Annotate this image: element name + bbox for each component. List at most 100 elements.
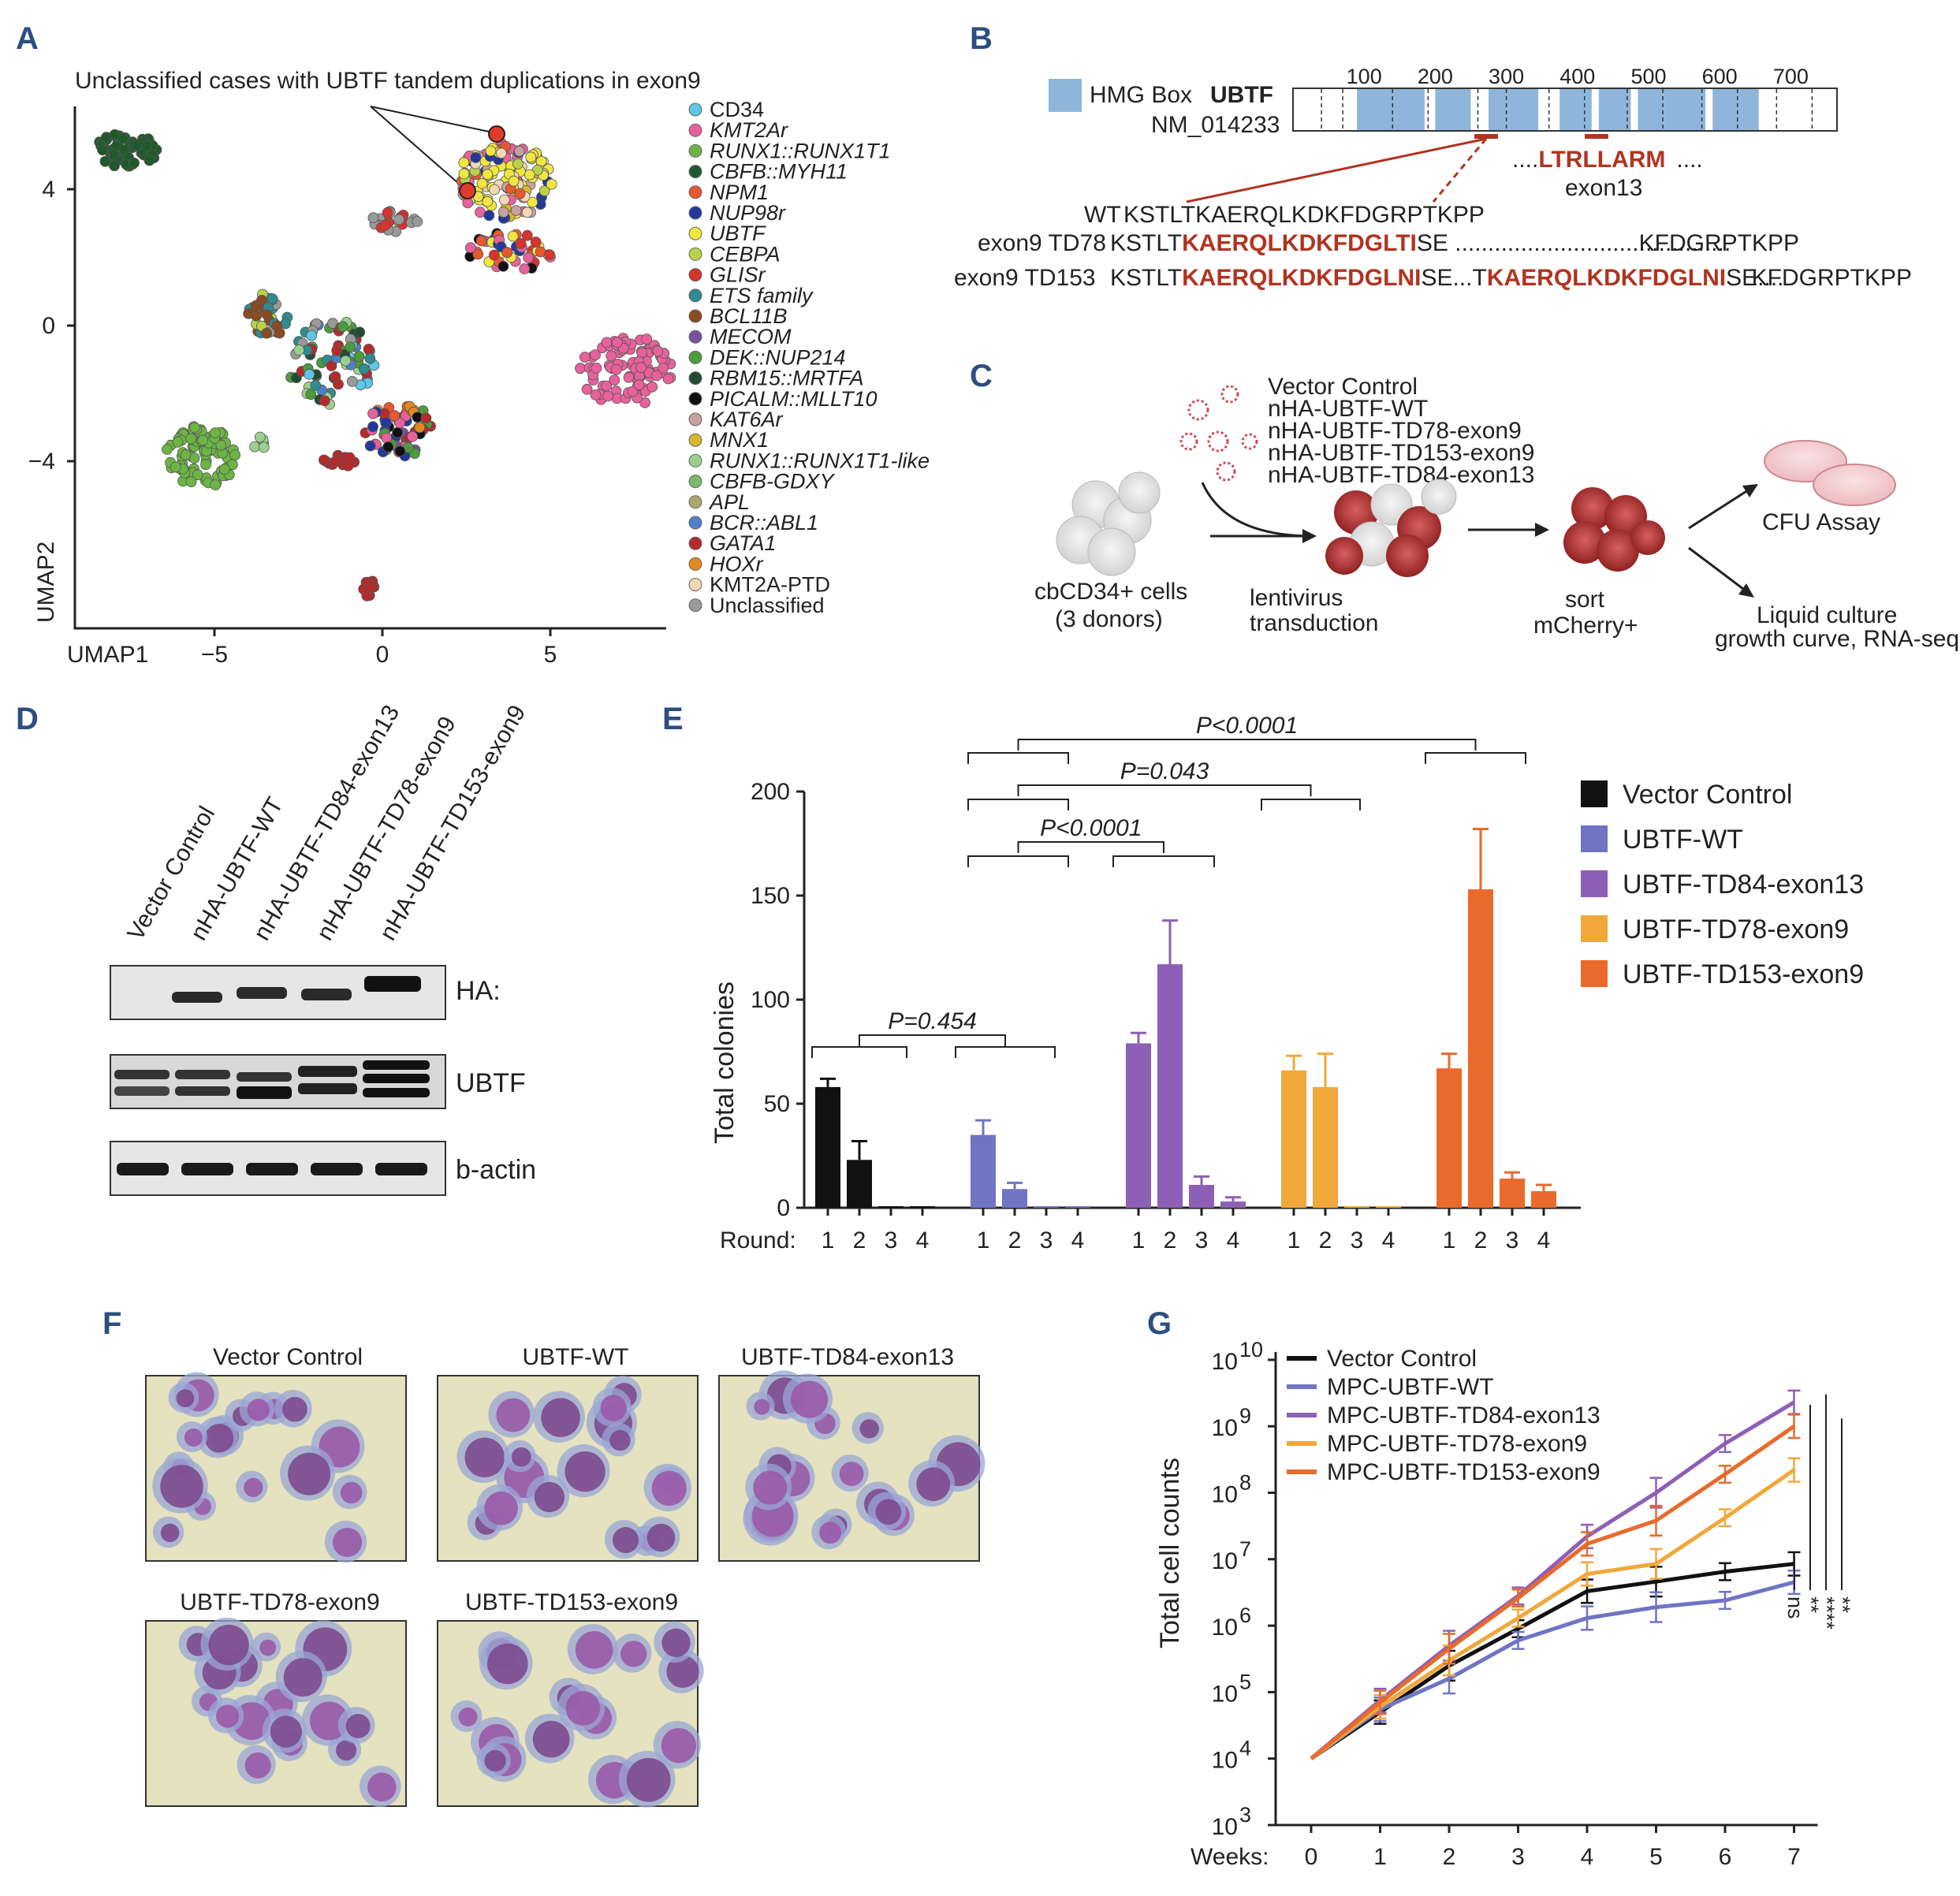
cell-nucleus (282, 1396, 307, 1422)
legend-swatch (688, 557, 702, 571)
ytick-label: 10 (1212, 1482, 1238, 1508)
umap-dot (185, 433, 197, 445)
legend-label: MNX1 (710, 428, 769, 452)
umap-dot (527, 196, 538, 208)
legend-swatch (688, 516, 702, 530)
legend-swatch (688, 598, 702, 613)
umap-ylabel: UMAP2 (33, 542, 59, 623)
cell-nucleus (575, 1631, 613, 1669)
umap-dot (330, 371, 341, 382)
infection-arrow (1201, 482, 1313, 538)
bar (1531, 1190, 1556, 1208)
xtick-label: 4 (1382, 1227, 1395, 1253)
legend-swatch (688, 350, 702, 364)
umap-dot (305, 389, 317, 400)
umap-dot (215, 439, 227, 451)
cell-nucleus (464, 1437, 505, 1477)
bracket (967, 799, 1069, 810)
legend-swatch (688, 102, 702, 117)
cell-nucleus (661, 1628, 691, 1657)
cell-nucleus (609, 1429, 631, 1451)
panel-d: D Vector Control nHA-UBTF-WT nHA-UBTF-TD… (16, 701, 536, 1196)
umap-dot (210, 479, 222, 490)
protein-tick-label: 400 (1559, 65, 1595, 88)
legend-label: RBM15::MRTFA (710, 367, 864, 390)
exon13-tail: .... (1676, 147, 1702, 173)
umap-dot (507, 230, 519, 242)
blot-label: UBTF (456, 1068, 526, 1098)
legend-label: MPC-UBTF-TD78-exon9 (1327, 1431, 1587, 1457)
cell-nucleus (160, 1523, 180, 1543)
umap-dot (382, 207, 393, 218)
legend-swatch (688, 412, 702, 427)
cell-nucleus (651, 1470, 687, 1507)
cell-nucleus (661, 1727, 697, 1764)
blot-label: b-actin (456, 1155, 536, 1185)
legend-label: CBFB::MYH11 (710, 160, 848, 184)
umap-dot (319, 395, 330, 407)
cell-nucleus (244, 1477, 263, 1497)
cell-nucleus (859, 1419, 879, 1439)
cell-nucleus (565, 1690, 601, 1726)
ytick-label: 10 (1212, 1415, 1238, 1441)
umap-dot (544, 249, 555, 261)
legend-swatch (688, 185, 702, 199)
protein-tick-label: 200 (1418, 65, 1453, 88)
cell-nucleus (839, 1462, 864, 1486)
umap-xtick-label: 0 (376, 642, 389, 668)
td153-sequence: KSTLTKAERQLKDKFDGLNISE...TKAERQLKDKFDGLN… (1110, 265, 1783, 291)
xtick-label: 3 (1195, 1227, 1209, 1253)
hmg-box-domain (1357, 89, 1425, 130)
bracket (1261, 799, 1361, 810)
umap-dot (367, 408, 379, 419)
g-xlabel: Weeks: (1191, 1844, 1269, 1870)
panel-label-e: E (662, 702, 684, 736)
umap-ytick-label: 4 (42, 177, 55, 203)
td153-dup2: KAERQLKDKFDGLNI (1487, 265, 1726, 291)
legend-label: ETS family (710, 284, 814, 307)
petri-dish-icon (1764, 440, 1896, 506)
legend-label: MPC-UBTF-TD84-exon13 (1327, 1402, 1600, 1429)
td78-end: KFDGRPTKPP (1639, 230, 1799, 256)
construct-label: Vector Control (1268, 374, 1418, 400)
umap-dot (192, 469, 203, 481)
cell-nucleus (754, 1399, 770, 1415)
cell-nucleus (790, 1380, 829, 1418)
umap-dot (412, 216, 423, 227)
umap-dot (458, 157, 470, 169)
umap-dot (610, 363, 622, 375)
td78-sequence: KSTLTKAERQLKDKFDGLTISE .................… (1110, 230, 1731, 256)
series-line (1310, 1580, 1795, 1760)
umap-dot (498, 194, 510, 206)
legend-label: MPC-UBTF-TD153-exon9 (1327, 1459, 1600, 1485)
transduction-label-1: lentivirus (1250, 585, 1343, 611)
umap-dot (579, 352, 591, 363)
umap-dot (100, 132, 112, 143)
umap-dot (326, 360, 337, 371)
umap-dot (407, 430, 418, 442)
legend-swatch (1581, 960, 1608, 987)
panel-label-g: G (1147, 1306, 1172, 1341)
cell-nucleus (244, 1752, 271, 1779)
umap-dot (340, 355, 352, 367)
legend-swatch (688, 247, 702, 261)
cell-nucleus (487, 1643, 528, 1685)
ytick-exponent: 3 (1239, 1803, 1251, 1827)
legend-label: UBTF-TD78-exon9 (1623, 914, 1849, 944)
arrow-to-liquid (1688, 546, 1747, 593)
umap-dot (510, 205, 522, 216)
cell-nucleus (283, 1658, 322, 1697)
series-line (1310, 1468, 1795, 1760)
legend-label: UBTF-WT (1623, 825, 1743, 855)
e-xlabel: Round: (720, 1227, 796, 1253)
umap-xlabel: UMAP1 (67, 642, 148, 668)
construct-label: nHA-UBTF-WT (1268, 396, 1428, 422)
exon13-dots: .... (1512, 147, 1538, 173)
umap-dot (354, 326, 366, 338)
micrograph-title: Vector Control (213, 1344, 363, 1370)
umap-ytick-label: −4 (28, 449, 55, 475)
umap-dot (218, 464, 230, 475)
legend-label: Vector Control (1327, 1346, 1477, 1372)
umap-dot (266, 293, 278, 304)
protein-tick-label: 600 (1702, 65, 1738, 88)
